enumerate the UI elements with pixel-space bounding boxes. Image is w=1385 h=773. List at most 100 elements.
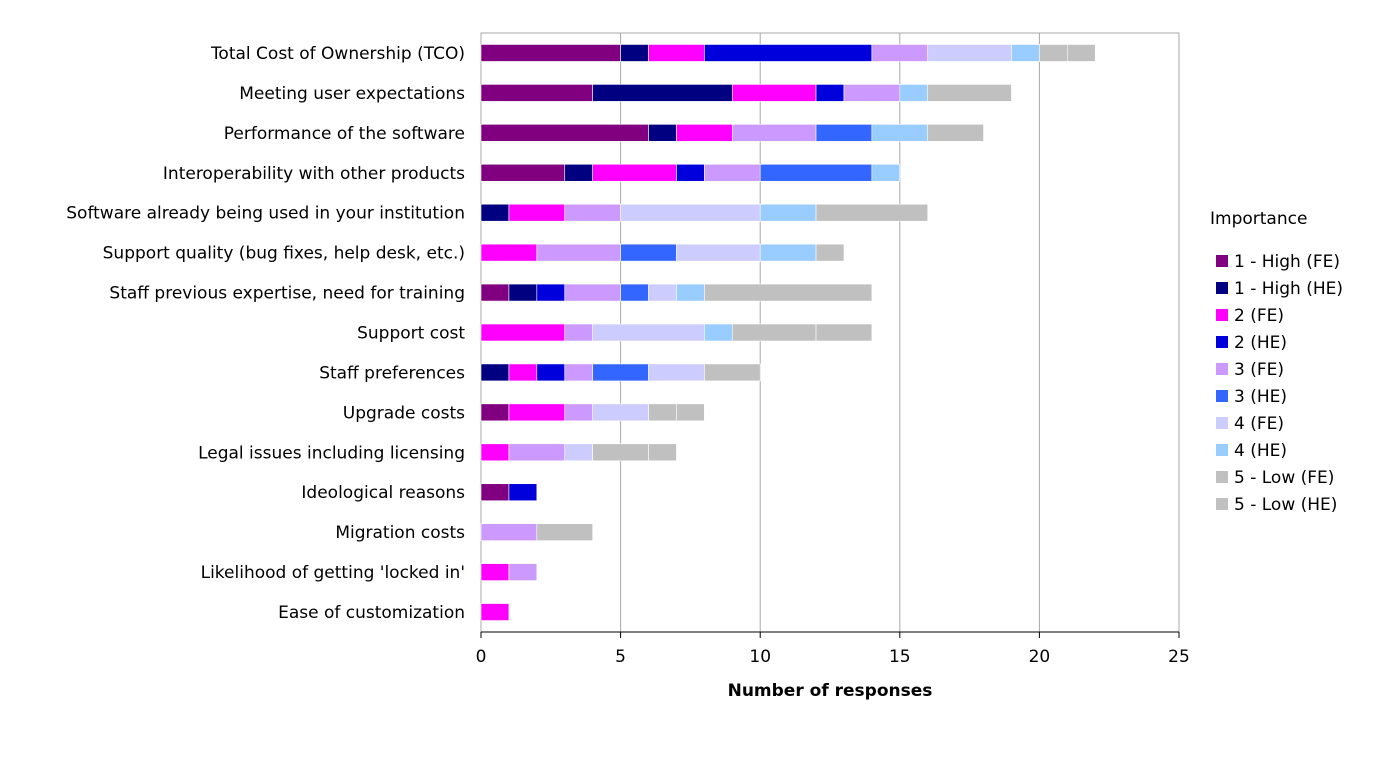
legend-swatch [1216, 417, 1228, 429]
legend-label: 2 (HE) [1234, 333, 1287, 353]
bar-segment [704, 44, 873, 62]
category-label: Meeting user expectations [239, 84, 465, 104]
bar-segment [564, 283, 621, 302]
bar-segment [620, 243, 677, 262]
legend-swatch [1216, 255, 1228, 267]
bar-segment [480, 243, 538, 262]
bar-segment [480, 203, 510, 222]
bar-segment [704, 283, 873, 302]
bar-segment [731, 323, 817, 342]
legend-swatch [1216, 444, 1228, 456]
bar-segment [676, 124, 733, 142]
bar-segment [508, 563, 538, 581]
x-tick-label: 20 [1029, 647, 1051, 667]
x-axis-ticks: 0 5 10 15 20 25 [476, 632, 1190, 667]
bar-segment [704, 363, 761, 382]
bar-segment [564, 403, 593, 422]
bar-segment [480, 603, 510, 621]
bar-segment [536, 283, 566, 302]
bar-segment [1067, 44, 1096, 62]
bar-segment [899, 84, 929, 102]
bar-segment [564, 443, 593, 462]
bar-segment [480, 483, 510, 502]
bar-segment [564, 363, 593, 382]
bar-segment [843, 84, 901, 102]
bar-segment [508, 403, 566, 422]
legend-label: 3 (HE) [1234, 387, 1287, 407]
bar-segment [480, 84, 593, 102]
bar-segment [676, 283, 705, 302]
bar-segment [480, 443, 510, 462]
x-tick-label: 5 [615, 647, 626, 667]
category-label: Ideological reasons [301, 483, 465, 503]
bar-segment [759, 243, 817, 262]
bar-segment [1039, 44, 1068, 62]
bar-segment [871, 44, 929, 62]
legend-swatch [1216, 390, 1228, 402]
bar-segment [480, 124, 649, 142]
legend-label: 4 (HE) [1234, 441, 1287, 461]
category-label: Staff preferences [319, 363, 465, 383]
bar-segment [592, 84, 733, 102]
bar-segment [508, 443, 566, 462]
category-label: Software already being used in your inst… [66, 204, 465, 224]
x-tick-label: 10 [749, 647, 771, 667]
bar-segment [480, 44, 621, 62]
legend-items: 1 - High (FE) 1 - High (HE) 2 (FE) 2 (HE) 3 … [1216, 252, 1343, 515]
bar-segment [564, 323, 593, 342]
bar-segment [564, 203, 621, 222]
category-label: Likelihood of getting 'locked in' [201, 563, 465, 583]
bar-segment [927, 84, 1012, 102]
bar-segment [480, 563, 510, 581]
bar-segment [927, 124, 984, 142]
x-tick-label: 0 [476, 647, 487, 667]
legend-label: 1 - High (HE) [1234, 279, 1343, 299]
bar-segment [480, 323, 566, 342]
bar-segment [508, 283, 538, 302]
bar-segment [759, 163, 873, 182]
category-label: Total Cost of Ownership (TCO) [210, 44, 465, 64]
category-label: Support cost [357, 324, 465, 344]
x-axis-title: Number of responses [728, 681, 933, 701]
bar-segment [648, 283, 677, 302]
bar-segment [592, 403, 649, 422]
bar-segment [480, 403, 510, 422]
legend-label: 1 - High (FE) [1234, 252, 1340, 272]
bar-segment [704, 323, 733, 342]
legend-label: 2 (FE) [1234, 306, 1284, 326]
bar-segment [704, 163, 761, 182]
bar-segment [536, 523, 593, 541]
category-label: Legal issues including licensing [198, 443, 465, 463]
bar-segment [592, 443, 649, 462]
bar-segment [592, 363, 649, 382]
bar-segment [676, 243, 761, 262]
legend-title: Importance [1210, 209, 1307, 229]
category-label: Ease of customization [278, 603, 465, 623]
bar-segment [927, 44, 1012, 62]
bar-segment [508, 203, 566, 222]
bar-segment [815, 243, 845, 262]
bar-segment [815, 84, 845, 102]
bar-segment [871, 163, 901, 182]
category-label: Support quality (bug fixes, help desk, e… [103, 244, 465, 264]
legend: Importance 1 - High (FE) 1 - High (HE) 2 (… [1210, 209, 1343, 515]
bar-segment [648, 403, 677, 422]
category-label: Performance of the software [224, 124, 465, 144]
bar-segment [508, 363, 538, 382]
legend-label: 5 - Low (FE) [1234, 468, 1334, 488]
bar-segment [536, 243, 621, 262]
legend-swatch [1216, 471, 1228, 483]
bar-segment [620, 44, 649, 62]
bar-segment [592, 323, 705, 342]
category-label: Upgrade costs [343, 403, 465, 423]
bar-segment [815, 323, 873, 342]
bar-segment [536, 363, 566, 382]
category-label: Staff previous expertise, need for train… [109, 284, 465, 304]
bar-segment [759, 203, 817, 222]
category-label: Interoperability with other products [163, 164, 465, 184]
bar-segment [648, 363, 705, 382]
bar-segment [676, 403, 705, 422]
bar-segment [676, 163, 705, 182]
legend-swatch [1216, 282, 1228, 294]
